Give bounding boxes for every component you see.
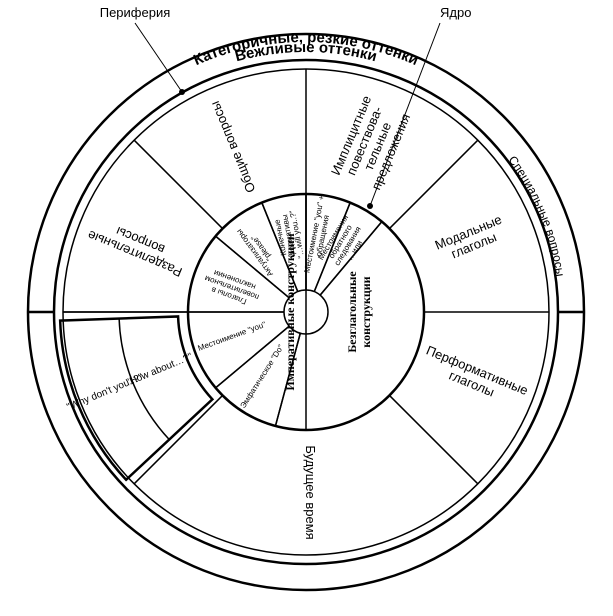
seg-label-group: Эмфатическое "Do" — [238, 343, 285, 410]
spoke — [389, 140, 477, 228]
segment-label: Местоимение "you" — [197, 320, 268, 353]
seg-label-group: Разделительныевопросы — [85, 224, 184, 280]
leader-right-dot — [367, 203, 373, 209]
segment-label: Эмфатическое "Do" — [238, 343, 285, 410]
seg-label-group: Общие вопросы — [207, 99, 258, 195]
segment-label: Будущее время — [303, 445, 318, 539]
seg-label-group: Перформативныеглаголы — [424, 343, 530, 400]
spoke — [389, 395, 477, 483]
segment-label: Общие вопросы — [207, 99, 258, 195]
core-right-label: конструкции — [359, 276, 373, 347]
seg-label-group: Модальныеглаголы — [433, 212, 504, 262]
leader-left-dot — [179, 89, 185, 95]
segment-label: "How about…?" — [125, 351, 195, 388]
top-label-left: Периферия — [100, 5, 171, 20]
seg-label-group: Местоимение "you" — [197, 320, 268, 353]
seg-label-group: Имплицитныеповествова-тельныепредложения — [328, 93, 413, 192]
leader-left — [135, 23, 182, 92]
core-left-label: Императивные конструкции — [283, 233, 297, 390]
seg-label-group: Будущее время — [303, 445, 318, 539]
top-label-right: Ядро — [440, 5, 471, 20]
spoke — [134, 140, 222, 228]
spoke — [134, 395, 222, 483]
seg-label-group: "How about…?" — [125, 351, 195, 388]
special-label: Специальные вопросы — [506, 153, 568, 277]
seg-label-group: Глаголы вповелительномнаклонении — [203, 268, 260, 306]
core-right-label: Безглагольные — [345, 271, 359, 353]
seg-label-group: Актуализаторы"please" — [234, 227, 275, 278]
